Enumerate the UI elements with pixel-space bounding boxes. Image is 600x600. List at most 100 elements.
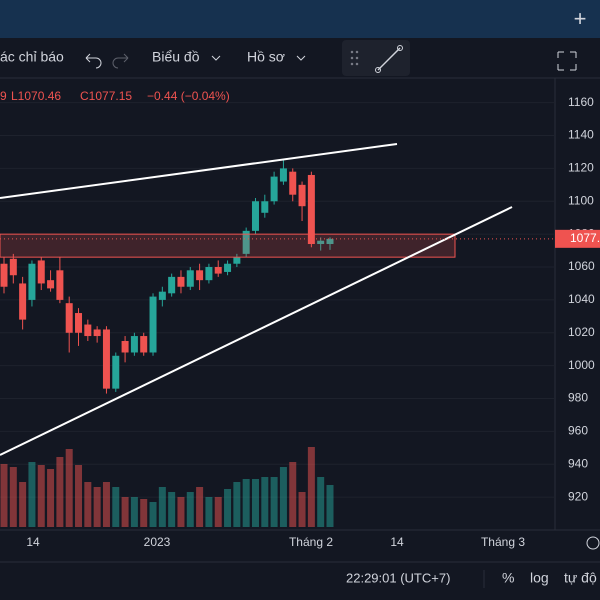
candle-body [242, 230, 250, 254]
y-tick-label: 1140 [568, 128, 594, 142]
candle-body [326, 238, 334, 245]
volume-bar [121, 497, 129, 527]
auto-toggle[interactable]: tự độ [564, 570, 597, 586]
x-tick-label: Tháng 3 [481, 535, 525, 549]
volume-bar [9, 467, 17, 527]
candle-body [186, 270, 194, 287]
volume-bar [140, 499, 148, 527]
candle-body [317, 240, 325, 245]
candle-body [251, 201, 259, 231]
y-tick-label: 940 [568, 456, 588, 470]
y-tick-label: 1040 [568, 292, 595, 306]
volume-bar [149, 502, 157, 527]
volume-bar [75, 465, 83, 527]
candle-body [261, 201, 269, 213]
volume-bar [233, 482, 241, 527]
volume-bar [224, 489, 232, 527]
zone [0, 233, 456, 258]
volume-bar [102, 482, 110, 527]
y-tick-label: 1160 [568, 95, 594, 109]
volume-bar [65, 449, 73, 527]
candle-body [93, 329, 101, 337]
candle-body [205, 267, 213, 281]
candle-body [75, 313, 83, 333]
volume-bar [19, 482, 27, 527]
drag-handle[interactable] [350, 50, 359, 66]
candle-body [214, 267, 222, 274]
volume-bar [84, 482, 92, 527]
volume-bar [93, 487, 101, 527]
volume-bar [307, 447, 315, 527]
trendline-tool-end [375, 67, 381, 73]
candle-body [112, 355, 120, 389]
settings-icon[interactable] [586, 536, 600, 550]
candle-body [168, 276, 176, 294]
last-price-box [555, 229, 600, 248]
percent-toggle[interactable]: % [502, 570, 514, 586]
volume-bar [37, 465, 45, 527]
candle-body [28, 263, 36, 300]
y-tick-label: 1020 [568, 325, 595, 339]
volume-bar [56, 457, 64, 527]
volume-bar [47, 469, 55, 527]
volume-bar [317, 477, 325, 527]
volume-bar [177, 497, 185, 527]
volume-bar [214, 497, 222, 527]
volume-bar [28, 462, 36, 527]
candle-body [130, 336, 138, 353]
legend-change: −0.44 (−0.04%) [147, 89, 230, 103]
volume-bar [289, 462, 297, 527]
drawing-panel [342, 40, 410, 76]
candle-body [0, 263, 8, 287]
volume-bar [205, 497, 213, 527]
profile-menu-caret [296, 55, 306, 61]
fullscreen-icon[interactable] [557, 51, 577, 71]
add-button[interactable]: + [574, 6, 587, 31]
candle-body [177, 276, 185, 287]
y-tick-label: 1100 [568, 193, 594, 207]
last-price-label: 1077. [570, 231, 600, 245]
candle-body [158, 291, 166, 300]
x-tick-label: 14 [390, 535, 404, 549]
candle-body [65, 303, 73, 333]
profile-menu[interactable]: Hồ sơ [247, 49, 285, 65]
volume-bar [0, 464, 8, 527]
candle-body [47, 280, 55, 289]
candle-body [140, 336, 148, 353]
candle-body [279, 168, 287, 182]
candle-body [9, 258, 17, 276]
x-tick-label: 14 [26, 535, 40, 549]
volume-bar [196, 487, 204, 527]
candle-body [289, 171, 297, 195]
indicators-button[interactable]: ác chỉ báo [0, 49, 64, 65]
candle-body [196, 270, 204, 281]
volume-bar [186, 492, 194, 527]
volume-bar [326, 485, 334, 527]
candle-body [37, 260, 45, 284]
candle-body [102, 329, 110, 389]
trendline-tool[interactable] [377, 47, 401, 71]
y-tick-label: 960 [568, 424, 588, 438]
trendline-upper [0, 143, 398, 199]
plot [0, 102, 555, 527]
volume-bar [158, 487, 166, 527]
undo-icon[interactable] [85, 53, 102, 69]
redo-icon[interactable] [112, 53, 129, 69]
y-tick-label: 1060 [568, 259, 595, 273]
legend-close: C1077.15 [80, 89, 132, 103]
legend-low: L1070.46 [11, 89, 61, 103]
candle-body [19, 283, 27, 320]
volume-bar [261, 477, 269, 527]
chart-menu[interactable]: Biểu đồ [152, 49, 200, 65]
volume-bar [298, 492, 306, 527]
toolbar [0, 38, 600, 78]
candle-body [84, 324, 92, 337]
x-tick-label: Tháng 2 [289, 535, 333, 549]
top-bar [0, 0, 600, 38]
log-toggle[interactable]: log [530, 570, 549, 586]
y-tick-label: 980 [568, 391, 588, 405]
chart-menu-caret [211, 55, 221, 61]
trendline-lower [0, 206, 513, 456]
